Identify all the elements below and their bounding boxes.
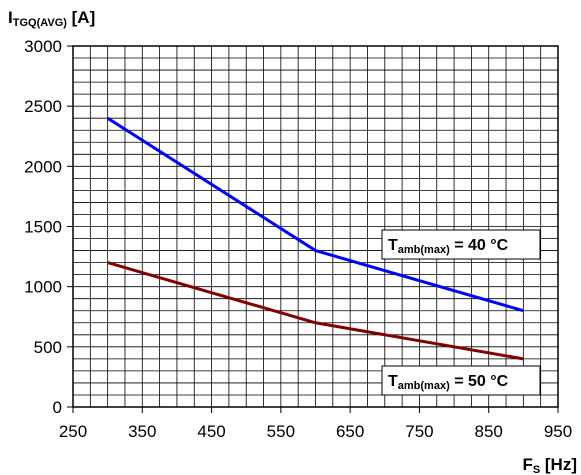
x-ticks: 250 350 450 550 650 750 850 950 <box>59 407 572 441</box>
annotation-40c: Tamb(max) = 40 °C <box>381 229 541 260</box>
x-tick-label: 550 <box>267 422 295 441</box>
y-tick-label: 1500 <box>24 218 62 237</box>
y-tick-label: 2000 <box>24 157 62 176</box>
annotation-50c-label: Tamb(max) = 50 °C <box>388 373 509 392</box>
y-tick-label: 2500 <box>24 97 62 116</box>
x-tick-label: 650 <box>336 422 364 441</box>
x-tick-label: 350 <box>128 422 156 441</box>
annotation-50c: Tamb(max) = 50 °C <box>381 365 541 396</box>
x-tick-label: 450 <box>197 422 225 441</box>
y-tick-label: 0 <box>53 398 62 417</box>
y-tick-label: 1000 <box>24 278 62 297</box>
x-tick-label: 750 <box>405 422 433 441</box>
series-line-2 <box>107 261 524 361</box>
x-tick-label: 850 <box>475 422 503 441</box>
x-tick-label: 250 <box>59 422 87 441</box>
annotation-40c-label: Tamb(max) = 40 °C <box>388 237 509 256</box>
x-axis-title: FS [Hz] <box>522 455 577 475</box>
y-tick-label: 500 <box>34 338 62 357</box>
y-ticks: 0 500 1000 1500 2000 2500 3000 <box>24 37 73 417</box>
y-tick-label: 3000 <box>24 37 62 56</box>
annotation-40c-box <box>381 229 541 260</box>
x-tick-label: 950 <box>544 422 572 441</box>
y-axis-title: ITGQ(AVG) [A] <box>8 8 95 29</box>
chart-grid <box>73 46 558 407</box>
annotation-50c-box <box>381 365 541 396</box>
series-lines <box>106 116 524 361</box>
series-line-1 <box>106 116 524 313</box>
